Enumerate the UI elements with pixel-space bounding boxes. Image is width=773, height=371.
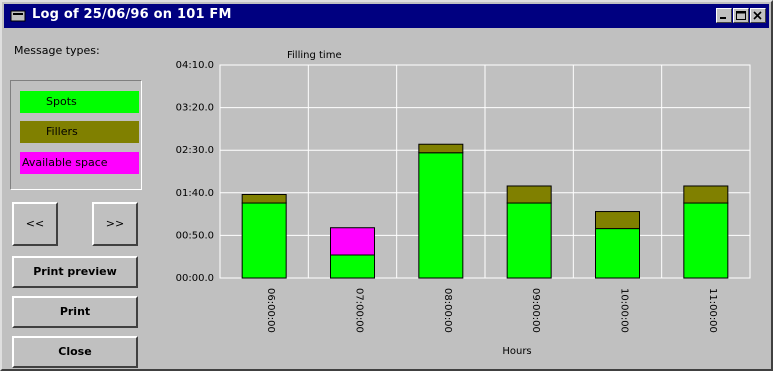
x-tick-label: 10:00:00	[619, 288, 630, 333]
bar-fillers	[683, 185, 729, 204]
bar-spots	[418, 152, 464, 279]
x-axis-label: Hours	[502, 346, 531, 357]
maximize-button[interactable]	[733, 8, 749, 23]
bar-spots	[683, 202, 729, 279]
prev-button-label: <<	[25, 217, 45, 230]
minimize-icon	[720, 17, 726, 19]
bar-spots	[595, 228, 640, 279]
legend-label-available-space: Available space	[22, 156, 108, 169]
print-button[interactable]: Print	[12, 296, 138, 328]
y-tick-label: 00:00.0	[176, 273, 214, 284]
x-tick-label: 09:00:00	[530, 288, 541, 333]
legend-label-fillers: Fillers	[46, 125, 78, 138]
x-tick-label: 11:00:00	[707, 288, 718, 333]
bar-spots	[506, 202, 552, 279]
close-label: Close	[58, 345, 92, 358]
next-button[interactable]: >>	[92, 202, 138, 246]
close-button[interactable]	[750, 8, 766, 23]
bar-spots	[241, 202, 287, 279]
print-label: Print	[59, 305, 91, 318]
y-tick-label: 04:10.0	[176, 60, 214, 71]
y-tick-label: 02:30.0	[176, 145, 214, 156]
next-button-label: >>	[105, 217, 125, 230]
chart-area: Filling time 00:00.0 00:50.0 01:40.0 02:30.…	[142, 42, 762, 362]
y-tick-label: 01:40.0	[176, 188, 214, 199]
title-bar[interactable]: Log of 25/06/96 on 101 FM	[4, 4, 769, 28]
y-tick-label: 03:20.0	[176, 103, 214, 114]
legend-label-spots: Spots	[46, 95, 77, 108]
legend-panel: Spots Fillers Available space	[10, 80, 142, 190]
close-icon	[753, 11, 762, 20]
message-types-label: Message types:	[14, 44, 100, 57]
prev-button[interactable]: <<	[12, 202, 58, 246]
print-preview-label: Print preview	[33, 265, 117, 278]
x-tick-label: 06:00:00	[265, 288, 276, 333]
x-tick-label: 08:00:00	[442, 288, 453, 333]
legend-item-fillers: Fillers	[20, 121, 139, 143]
maximize-icon	[736, 11, 746, 20]
window-title: Log of 25/06/96 on 101 FM	[32, 7, 232, 22]
app-icon	[10, 10, 26, 22]
filling-time-chart: Filling time 00:00.0 00:50.0 01:40.0 02:30.…	[176, 50, 751, 357]
chart-title: Filling time	[287, 50, 342, 61]
x-tick-label: 07:00:00	[354, 288, 365, 333]
bar-available-space	[330, 227, 375, 256]
legend-item-available-space: Available space	[20, 152, 139, 174]
legend-item-spots: Spots	[20, 91, 139, 113]
print-preview-button[interactable]: Print preview	[12, 256, 138, 288]
bar-fillers	[241, 194, 287, 204]
bar-fillers	[506, 185, 552, 204]
bar-spots	[330, 254, 375, 279]
bar-fillers	[595, 211, 640, 230]
minimize-button[interactable]	[716, 8, 732, 23]
close-dialog-button[interactable]: Close	[12, 336, 138, 368]
bar-fillers	[418, 143, 464, 154]
y-tick-label: 00:50.0	[176, 230, 214, 241]
